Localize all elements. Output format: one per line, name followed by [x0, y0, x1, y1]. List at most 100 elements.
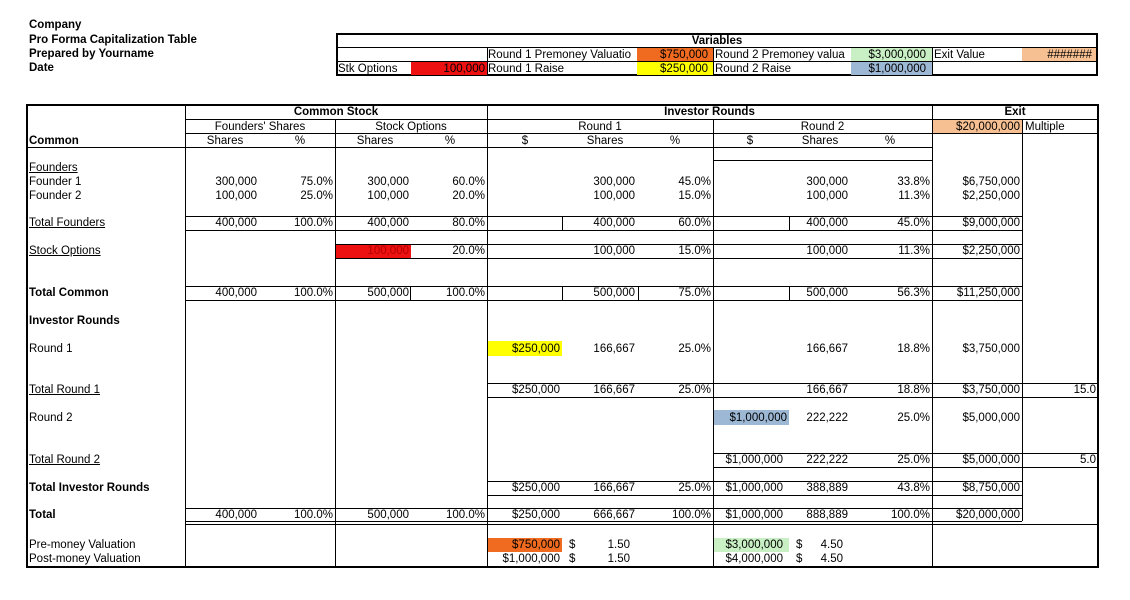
header-investor-rounds: Investor Rounds: [664, 106, 755, 118]
round2-exit: $5,000,000: [962, 412, 1020, 424]
founder2-r2-pct: 11.3%: [898, 190, 930, 202]
stk-options-value[interactable]: 100,000: [443, 63, 485, 75]
total-round1-multiple: 15.0: [1073, 384, 1096, 396]
total-common-options-shares: 500,000: [367, 287, 409, 299]
round1-r1-shares: 166,667: [593, 343, 635, 355]
total-r2-dollar: $1,000,000: [725, 509, 783, 521]
founder2-founders-shares: 100,000: [215, 190, 257, 202]
stock-options-r1-pct: 15.0%: [678, 245, 711, 257]
post-money-r1-value: $1,000,000: [502, 553, 560, 565]
round1-r1-dollar[interactable]: $250,000: [512, 343, 560, 355]
header-exit: Exit: [1004, 106, 1026, 118]
label-pre-money: Pre-money Valuation: [29, 539, 136, 551]
r1-raise-value[interactable]: $250,000: [660, 63, 708, 75]
col-r1-dollar: $: [521, 135, 529, 147]
post-money-r2-price: 4.50: [820, 553, 843, 565]
total-founders-r1-shares: 400,000: [593, 217, 635, 229]
total-exit: $20,000,000: [956, 509, 1020, 521]
total-round1-r1-pct: 25.0%: [678, 384, 711, 396]
r1-premoney-value[interactable]: $750,000: [660, 49, 708, 61]
total-investor-r1-shares: 166,667: [593, 482, 635, 494]
col-founders-pct: %: [294, 135, 306, 147]
label-stock-options: Stock Options: [29, 245, 101, 257]
header-exit-value: $20,000,000: [956, 121, 1020, 133]
total-round2-multiple: 5.0: [1080, 454, 1096, 466]
r1-raise-label: Round 1 Raise: [488, 63, 565, 75]
exit-header-highlight: [933, 120, 1022, 133]
header-common: Common: [29, 135, 79, 147]
header-founders-shares: Founders' Shares: [214, 121, 306, 133]
post-money-r2-value: $4,000,000: [725, 553, 783, 565]
label-round-2: Round 2: [29, 412, 73, 424]
variables-border: [336, 33, 1098, 76]
total-founders-options-pct: 80.0%: [452, 217, 485, 229]
col-r1-shares: Shares: [586, 135, 624, 147]
founder2-options-shares: 100,000: [367, 190, 409, 202]
col-options-shares: Shares: [356, 135, 394, 147]
r2-raise-value[interactable]: $1,000,000: [868, 63, 926, 75]
cap-table-border: [26, 104, 1099, 568]
r1-premoney-highlight: [637, 48, 713, 61]
header-round-1: Round 1: [578, 121, 622, 133]
sheet-title: Pro Forma Capitalization Table: [29, 34, 197, 46]
total-round1-r1-dollar: $250,000: [512, 384, 560, 396]
founder1-options-shares: 300,000: [367, 176, 409, 188]
total-r1-shares: 666,667: [593, 509, 635, 521]
label-total-common: Total Common: [29, 287, 109, 299]
total-round1-r2-shares: 166,667: [806, 384, 848, 396]
label-founder-1: Founder 1: [29, 176, 82, 188]
post-money-r1-currency: $: [569, 553, 576, 565]
header-multiple: Multiple: [1025, 121, 1065, 133]
total-investor-r1-pct: 25.0%: [678, 482, 711, 494]
col-founders-shares: Shares: [206, 135, 244, 147]
pre-money-r1-value[interactable]: $750,000: [512, 539, 560, 551]
label-investor-rounds: Investor Rounds: [29, 315, 120, 327]
pre-money-r2-currency: $: [796, 539, 803, 551]
label-round-1: Round 1: [29, 343, 73, 355]
total-r2-shares: 888,889: [806, 509, 848, 521]
col-options-pct: %: [444, 135, 456, 147]
pre-money-r2-value[interactable]: $3,000,000: [725, 539, 783, 551]
round1-r2-pct: 18.8%: [897, 343, 930, 355]
total-round2-exit: $5,000,000: [962, 454, 1020, 466]
date-label: Date: [29, 62, 54, 74]
label-total: Total: [29, 509, 56, 521]
founder1-options-pct: 60.0%: [452, 176, 485, 188]
founder1-r1-pct: 45.0%: [678, 176, 711, 188]
stock-options-r1-shares: 100,000: [593, 245, 635, 257]
header-common-stock: Common Stock: [293, 106, 379, 118]
round2-r2-dollar[interactable]: $1,000,000: [729, 412, 787, 424]
total-r1-pct: 100.0%: [671, 509, 711, 521]
post-money-r2-currency: $: [796, 553, 803, 565]
stk-options-highlight: [411, 62, 487, 75]
col-r1-pct: %: [669, 135, 681, 147]
label-total-round-2: Total Round 2: [29, 454, 100, 466]
total-founders-founders-pct: 100.0%: [293, 217, 333, 229]
total-founders-r1-pct: 60.0%: [678, 217, 711, 229]
founder2-r1-shares: 100,000: [593, 190, 635, 202]
pre-money-r2-price: 4.50: [820, 539, 843, 551]
stock-options-options-shares[interactable]: 100,000: [367, 245, 409, 257]
r2-raise-label: Round 2 Raise: [715, 63, 792, 75]
total-round2-r2-shares: 222,222: [806, 454, 848, 466]
total-investor-r2-pct: 43.8%: [897, 482, 930, 494]
founder1-r2-pct: 33.8%: [897, 176, 930, 188]
round2-r2-pct: 25.0%: [897, 412, 930, 424]
total-options-shares: 500,000: [367, 509, 409, 521]
r1-premoney-label: Round 1 Premoney Valuatio: [488, 49, 631, 61]
r2-premoney-value[interactable]: $3,000,000: [868, 49, 926, 61]
total-round2-r2-pct: 25.0%: [897, 454, 930, 466]
total-r2-pct: 100.0%: [890, 509, 930, 521]
total-founders-founders-shares: 400,000: [215, 217, 257, 229]
post-money-r1-price: 1.50: [607, 553, 630, 565]
label-founder-2: Founder 2: [29, 190, 82, 202]
pre-money-r1-currency: $: [569, 539, 576, 551]
exit-value-value[interactable]: #######: [1047, 49, 1092, 61]
founder2-r2-shares: 100,000: [806, 190, 848, 202]
total-investor-exit: $8,750,000: [962, 482, 1020, 494]
round1-r1-pct: 25.0%: [678, 343, 711, 355]
total-round1-r1-shares: 166,667: [593, 384, 635, 396]
stock-options-r2-pct: 11.3%: [898, 245, 930, 257]
founder1-r1-shares: 300,000: [593, 176, 635, 188]
total-investor-r2-shares: 388,889: [806, 482, 848, 494]
